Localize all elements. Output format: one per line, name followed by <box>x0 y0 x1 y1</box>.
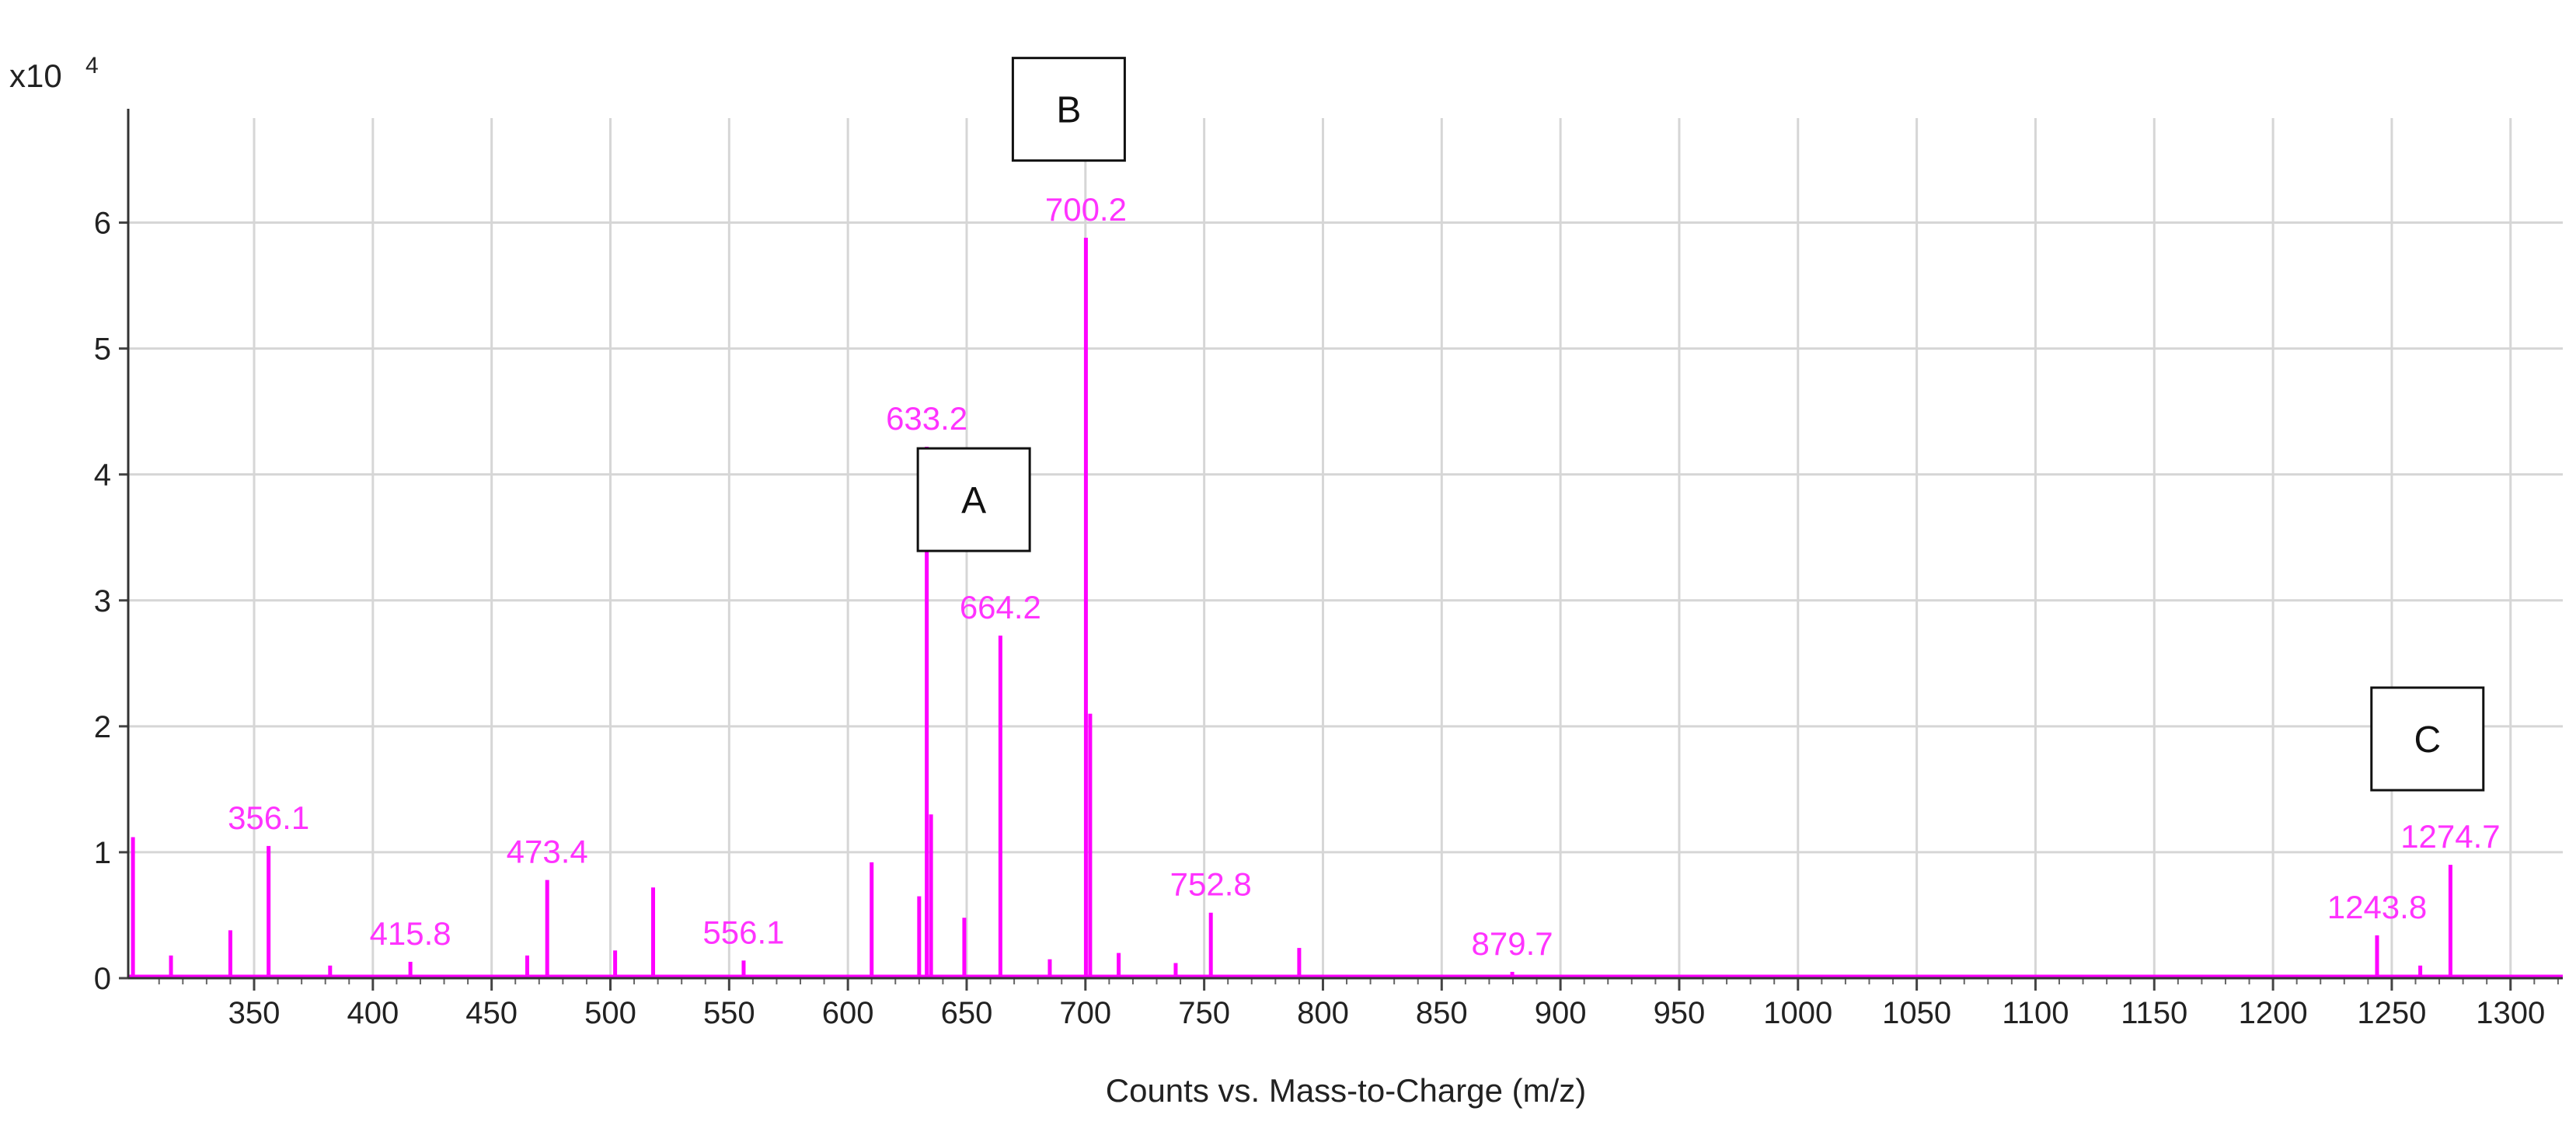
x-tick-label: 650 <box>941 996 993 1030</box>
x-tick-label: 450 <box>465 996 518 1030</box>
x-tick-label: 1200 <box>2239 996 2308 1030</box>
annotation-box-label: B <box>1056 90 1081 131</box>
x-tick-label: 800 <box>1297 996 1349 1030</box>
annotation-boxes: A B C <box>916 57 2485 792</box>
x-tick-label: 950 <box>1654 996 1706 1030</box>
peak-label-1243.8: 1243.8 <box>2327 889 2427 925</box>
y-scale-exponent: 4 <box>85 53 99 78</box>
x-tick-label: 1250 <box>2357 996 2426 1030</box>
x-tick-label: 700 <box>1059 996 1111 1030</box>
x-tick-label: 750 <box>1178 996 1230 1030</box>
axes <box>119 109 2563 991</box>
x-tick-label: 1100 <box>2002 996 2069 1030</box>
peak-label-633.2: 633.2 <box>886 400 967 437</box>
peak-label-415.8: 415.8 <box>370 915 451 952</box>
x-tick-label: 600 <box>822 996 874 1030</box>
peak-label-556.1: 556.1 <box>702 914 784 950</box>
annotation-box-frame <box>1011 57 1126 162</box>
x-axis-title: Counts vs. Mass-to-Charge (m/z) <box>1106 1072 1586 1109</box>
peak-labels: 356.1 415.8 473.4 556.1 633.2 664.2 700.2 752.8… <box>228 191 2501 962</box>
x-tick-label: 350 <box>228 996 281 1030</box>
x-tick-label: 1150 <box>2121 996 2187 1030</box>
y-tick-label: 2 <box>94 710 111 744</box>
peak-label-356.1: 356.1 <box>228 799 309 836</box>
annotation-box-frame <box>2370 686 2485 792</box>
peak-label-879.7: 879.7 <box>1472 925 1553 962</box>
x-tick-label: 1300 <box>2476 996 2545 1030</box>
annotation-box-frame <box>916 447 1031 552</box>
annotation-box-C: C <box>2370 686 2485 792</box>
y-tick-label: 6 <box>94 207 111 241</box>
y-tick-label: 3 <box>94 584 111 618</box>
x-tick-label: 900 <box>1535 996 1587 1030</box>
annotation-box-B: B <box>1011 57 1126 162</box>
peak-label-700.2: 700.2 <box>1045 191 1127 228</box>
x-tick-label: 1000 <box>1763 996 1832 1030</box>
annotation-box-label: A <box>961 480 986 521</box>
y-tick-label: 1 <box>94 836 111 870</box>
peak-label-752.8: 752.8 <box>1170 866 1252 903</box>
annotation-box-A: A <box>916 447 1031 552</box>
x-tick-labels: 350 400 450 500 550 600 650 700 750 800 850 900 950 1… <box>228 996 2546 1030</box>
x-tick-label: 400 <box>347 996 399 1030</box>
x-tick-label: 1050 <box>1882 996 1951 1030</box>
y-tick-labels: 0 1 2 3 4 5 6 <box>94 207 111 996</box>
x-tick-label: 550 <box>703 996 755 1030</box>
peak-label-664.2: 664.2 <box>960 589 1041 625</box>
y-scale-label: x10 <box>9 57 62 94</box>
x-tick-label: 850 <box>1416 996 1468 1030</box>
peak-label-1274.7: 1274.7 <box>2400 818 2500 855</box>
y-tick-label: 5 <box>94 333 111 367</box>
y-tick-label: 0 <box>94 962 111 996</box>
y-tick-label: 4 <box>94 458 111 493</box>
x-tick-label: 500 <box>584 996 636 1030</box>
annotation-box-label: C <box>2414 719 2441 761</box>
peak-label-473.4: 473.4 <box>507 834 588 870</box>
